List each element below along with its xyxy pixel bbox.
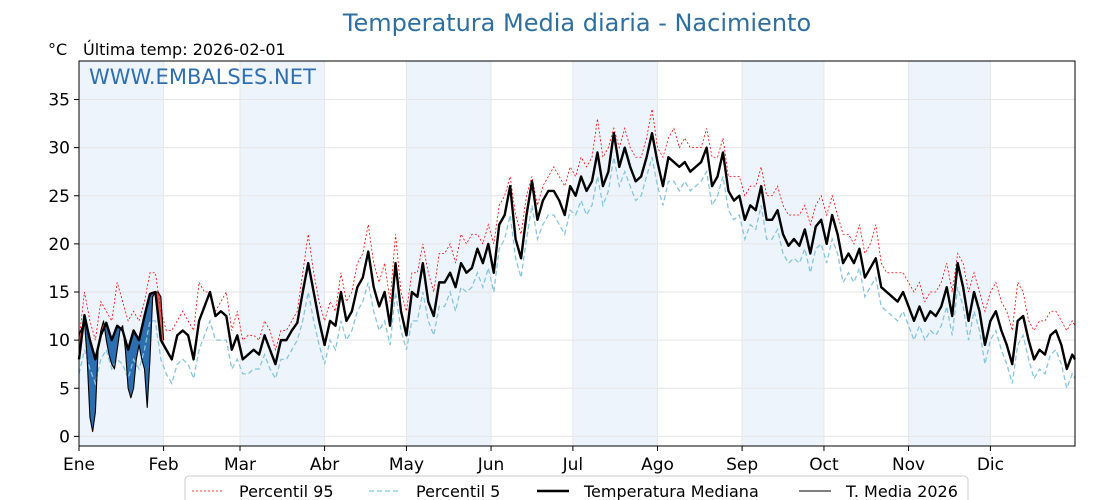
series-lines [77,109,1077,433]
x-tick-label-Ago: Ago [641,455,674,475]
y-axis: 0 5 10 15 20 25 30 35 [48,91,79,447]
y-tick-label-5: 5 [59,379,70,399]
legend: Percentil 95 Percentil 5 Temperatura Med… [184,475,969,500]
y-tick-label-30: 30 [48,139,70,159]
plot-frame [78,60,1076,447]
series-line-current [78,291,165,433]
series-line-median [77,131,1077,371]
legend-item-current: T. Media 2026 [799,482,958,500]
x-tick-label-Mar: Mar [224,455,256,475]
x-tick-label-Feb: Feb [149,455,179,475]
series-line-p5 [78,157,1076,391]
below-median-fill-3 [104,322,121,369]
series-line-p95 [78,109,1076,352]
legend-item-p95: Percentil 95 [192,482,334,500]
month-band-1 [239,61,325,446]
gridlines [78,61,1075,446]
y-tick-label-35: 35 [48,91,70,111]
month-band-5 [908,61,991,446]
x-tick-label-Oct: Oct [809,455,839,475]
y-tick-label-10: 10 [48,331,70,351]
legend-label-current: T. Media 2026 [845,482,958,500]
x-tick-label-Ene: Ene [63,455,95,475]
last-temp-label: Última temp: 2026-02-01 [83,40,286,59]
x-tick-label-Nov: Nov [892,455,925,475]
x-tick-label-May: May [389,455,424,475]
chart-title: Temperatura Media diaria - Nacimiento [342,9,811,37]
y-tick-label-15: 15 [48,283,70,303]
legend-label-p5: Percentil 5 [416,482,500,500]
y-tick-label-0: 0 [59,427,70,447]
x-tick-label-Sep: Sep [726,455,758,475]
legend-label-p95: Percentil 95 [239,482,334,500]
x-tick-label-Jul: Jul [562,455,584,475]
legend-item-median: Temperatura Mediana [537,482,759,500]
y-tick-label-20: 20 [48,235,70,255]
watermark-text: WWW.EMBALSES.NET [89,65,316,89]
legend-label-median: Temperatura Mediana [583,482,759,500]
x-tick-label-Dic: Dic [977,455,1004,475]
x-tick-label-Jun: Jun [477,455,505,475]
legend-box [184,475,969,500]
month-band-3 [572,61,658,446]
below-median-fill-5 [123,292,155,408]
unit-label: °C [48,40,67,59]
y-tick-label-25: 25 [48,187,70,207]
x-axis: Ene Feb Mar Abr May Jun Jul Ago Sep Oct Nov Dic [63,446,1004,475]
legend-item-p5: Percentil 5 [369,482,500,500]
x-tick-label-Abr: Abr [310,455,339,475]
